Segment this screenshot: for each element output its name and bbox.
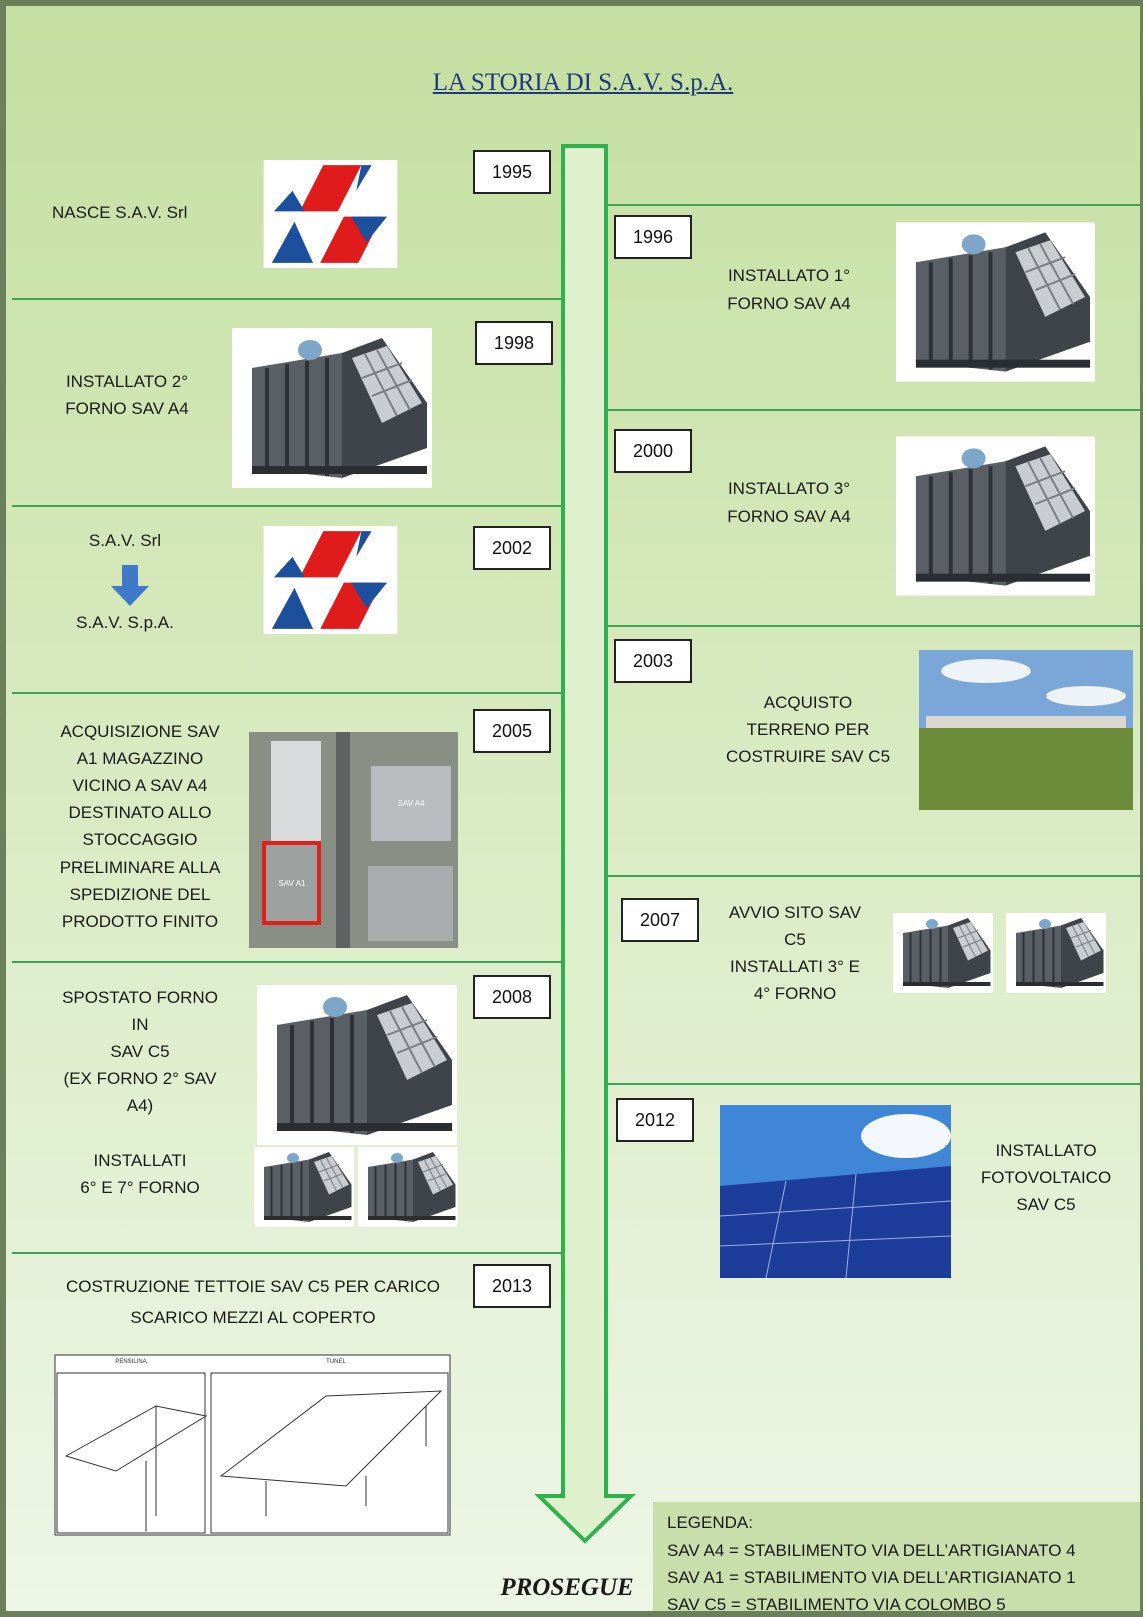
drawing-label: TUNEL	[326, 1359, 346, 1365]
legend-item: SAV C5 = STABILIMENTO VIA COLOMBO 5	[667, 1595, 1006, 1615]
event-text: FORNO SAV A4	[727, 507, 850, 527]
year-box: 2005	[473, 709, 551, 753]
event-text: 6° E 7° FORNO	[80, 1178, 199, 1198]
year-box: 1995	[473, 150, 551, 194]
year-box: 2007	[621, 898, 699, 942]
event-text: SPOSTATO FORNO	[62, 988, 218, 1008]
event-text: ACQUISIZIONE SAV	[60, 722, 219, 742]
aerial-photo: SAV A4 SAV A1	[249, 732, 458, 948]
event-text: NASCE S.A.V. Srl	[52, 203, 187, 223]
logo-image	[264, 526, 398, 634]
event-text: FORNO SAV A4	[65, 399, 188, 419]
drawing-label: PENSILINA	[115, 1359, 146, 1365]
event-text: COSTRUZIONE TETTOIE SAV C5 PER CARICO	[66, 1277, 440, 1297]
event-text: AVVIO SITO SAV	[729, 903, 861, 923]
event-text: PRODOTTO FINITO	[62, 912, 218, 932]
event-text: IN	[132, 1015, 149, 1035]
legend-title: LEGENDA:	[667, 1513, 753, 1533]
event-text: INSTALLATI 3° E	[730, 957, 860, 977]
year-box: 2003	[614, 639, 692, 683]
event-text: S.A.V. Srl	[89, 531, 161, 551]
event-text: (EX FORNO 2° SAV	[64, 1069, 217, 1089]
event-text: INSTALLATI	[94, 1151, 187, 1171]
year-box: 2002	[473, 526, 551, 570]
photo-label: SAV A4	[398, 799, 426, 808]
year-box: 2013	[473, 1264, 551, 1308]
event-text: TERRENO PER	[747, 720, 870, 740]
furnace-image	[896, 222, 1095, 381]
legend: LEGENDA: SAV A4 = STABILIMENTO VIA DELL’…	[653, 1502, 1143, 1617]
year-box: 2000	[614, 429, 692, 473]
event-text: DESTINATO ALLO	[69, 803, 212, 823]
event-text: FORNO SAV A4	[727, 294, 850, 314]
furnace-image	[254, 1147, 354, 1227]
year-box: 1996	[614, 215, 692, 259]
event-text: INSTALLATO 2°	[66, 372, 188, 392]
event-text: 4° FORNO	[754, 984, 836, 1004]
furnace-image	[358, 1147, 458, 1227]
event-text: A1 MAGAZZINO	[77, 749, 204, 769]
legend-item: SAV A4 = STABILIMENTO VIA DELL’ARTIGIANA…	[667, 1541, 1076, 1561]
event-text: C5	[784, 930, 806, 950]
event-text: PRELIMINARE ALLA	[60, 858, 221, 878]
event-text: INSTALLATO	[995, 1141, 1096, 1161]
solar-photo	[720, 1105, 951, 1278]
legend-item: SAV A1 = STABILIMENTO VIA DELL’ARTIGIANA…	[667, 1568, 1076, 1588]
furnace-image	[893, 913, 993, 993]
photo-label: SAV A1	[279, 879, 307, 888]
event-text: INSTALLATO 3°	[728, 479, 850, 499]
logo-image	[264, 160, 398, 268]
event-text: S.A.V. S.p.A.	[76, 613, 174, 633]
furnace-image	[232, 328, 432, 488]
furnace-image	[257, 985, 457, 1145]
field-photo	[919, 650, 1133, 810]
event-text: ACQUISTO	[764, 693, 852, 713]
page-title: LA STORIA DI S.A.V. S.p.A.	[433, 69, 734, 97]
event-text: A4)	[127, 1096, 153, 1116]
event-text: COSTRUIRE SAV C5	[726, 747, 890, 767]
year-box: 1998	[475, 321, 553, 365]
event-text: SAV C5	[1016, 1195, 1075, 1215]
event-text: STOCCAGGIO	[83, 830, 198, 850]
furnace-image	[896, 436, 1095, 595]
year-box: 2008	[473, 975, 551, 1019]
down-arrow-icon	[111, 565, 149, 606]
event-text: SAV C5	[110, 1042, 169, 1062]
year-box: 2012	[616, 1098, 694, 1142]
furnace-image	[1006, 913, 1106, 993]
continue-label: PROSEGUE	[500, 1574, 633, 1602]
event-text: FOTOVOLTAICO	[981, 1168, 1111, 1188]
event-text: SCARICO MEZZI AL COPERTO	[130, 1308, 375, 1328]
page: SAV A4 SAV A1 PENSILINA TUNEL LA STORIA …	[0, 0, 1143, 1617]
event-text: SPEDIZIONE DEL	[70, 885, 211, 905]
event-text: INSTALLATO 1°	[728, 266, 850, 286]
structure-drawing: PENSILINA TUNEL	[55, 1355, 450, 1535]
event-text: VICINO A SAV A4	[73, 776, 208, 796]
